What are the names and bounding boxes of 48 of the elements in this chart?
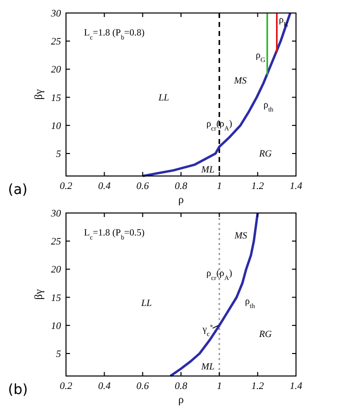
annotation: ρ$_{th}$ xyxy=(263,100,274,113)
x-axis-title: ρ xyxy=(178,394,184,406)
x-tick-label: 1 xyxy=(216,381,222,392)
x-tick-label: 0.2 xyxy=(60,381,72,392)
x-axis-title: ρ xyxy=(178,194,184,206)
x-tick-label: 0.6 xyxy=(136,181,149,192)
y-tick-label: 30 xyxy=(50,8,61,20)
text: (b) xyxy=(8,382,28,398)
x-tick-label: 0.4 xyxy=(98,181,111,192)
y-tick-label: 10 xyxy=(51,120,61,132)
x-tick-label: 1.2 xyxy=(251,381,264,392)
annotation: ρ$_{G}$ xyxy=(256,50,266,64)
y-tick-label: 25 xyxy=(51,236,61,248)
annotation: RG xyxy=(258,150,272,160)
annotation: ρ$_{cr}$(ρ$_{A}$) xyxy=(206,268,232,282)
x-tick-label: 0.2 xyxy=(60,181,72,192)
annotation: ρ$_{th}$ xyxy=(245,297,256,310)
annotation: ML xyxy=(200,362,215,372)
y-tick-label: 20 xyxy=(51,64,61,76)
y-axis-title: βγ xyxy=(33,89,45,100)
x-tick-label: 0.8 xyxy=(174,381,188,392)
x-tick-label: 1 xyxy=(216,181,222,192)
annotation: RG xyxy=(258,330,272,340)
line-series xyxy=(169,212,259,378)
text: (a) xyxy=(8,182,28,198)
annotation: ρ$_{cr}$(ρ$_{A}$) xyxy=(206,120,232,132)
y-tick-label: 30 xyxy=(50,208,61,220)
y-tick-label: 20 xyxy=(51,264,61,276)
annotation: MS xyxy=(233,231,248,242)
x-tick-label: 1.4 xyxy=(290,181,302,192)
annotation: L$_{c}$=1.8 (P$_{b}$=0.8) xyxy=(84,28,145,42)
annotation: L$_{c}$=1.8 (P$_{b}$=0.5) xyxy=(84,228,145,242)
annotation: LL xyxy=(157,93,170,104)
x-tick-label: 0.6 xyxy=(136,381,149,392)
y-axis-title: βγ xyxy=(33,289,45,300)
annotation: MS xyxy=(233,76,247,86)
x-tick-label: 0.8 xyxy=(174,181,188,192)
y-tick-label: 25 xyxy=(51,36,61,48)
x-tick-label: 0.4 xyxy=(98,381,111,392)
y-tick-label: 10 xyxy=(51,320,61,332)
x-tick-label: 1.2 xyxy=(251,181,264,192)
y-tick-label: 5 xyxy=(56,149,61,160)
annotation: ML xyxy=(200,165,215,176)
y-tick-label: 5 xyxy=(56,349,61,360)
annotation: LL xyxy=(140,298,152,309)
y-tick-label: 15 xyxy=(51,92,61,104)
y-tick-label: 15 xyxy=(51,292,61,304)
x-tick-label: 1.4 xyxy=(290,381,302,392)
